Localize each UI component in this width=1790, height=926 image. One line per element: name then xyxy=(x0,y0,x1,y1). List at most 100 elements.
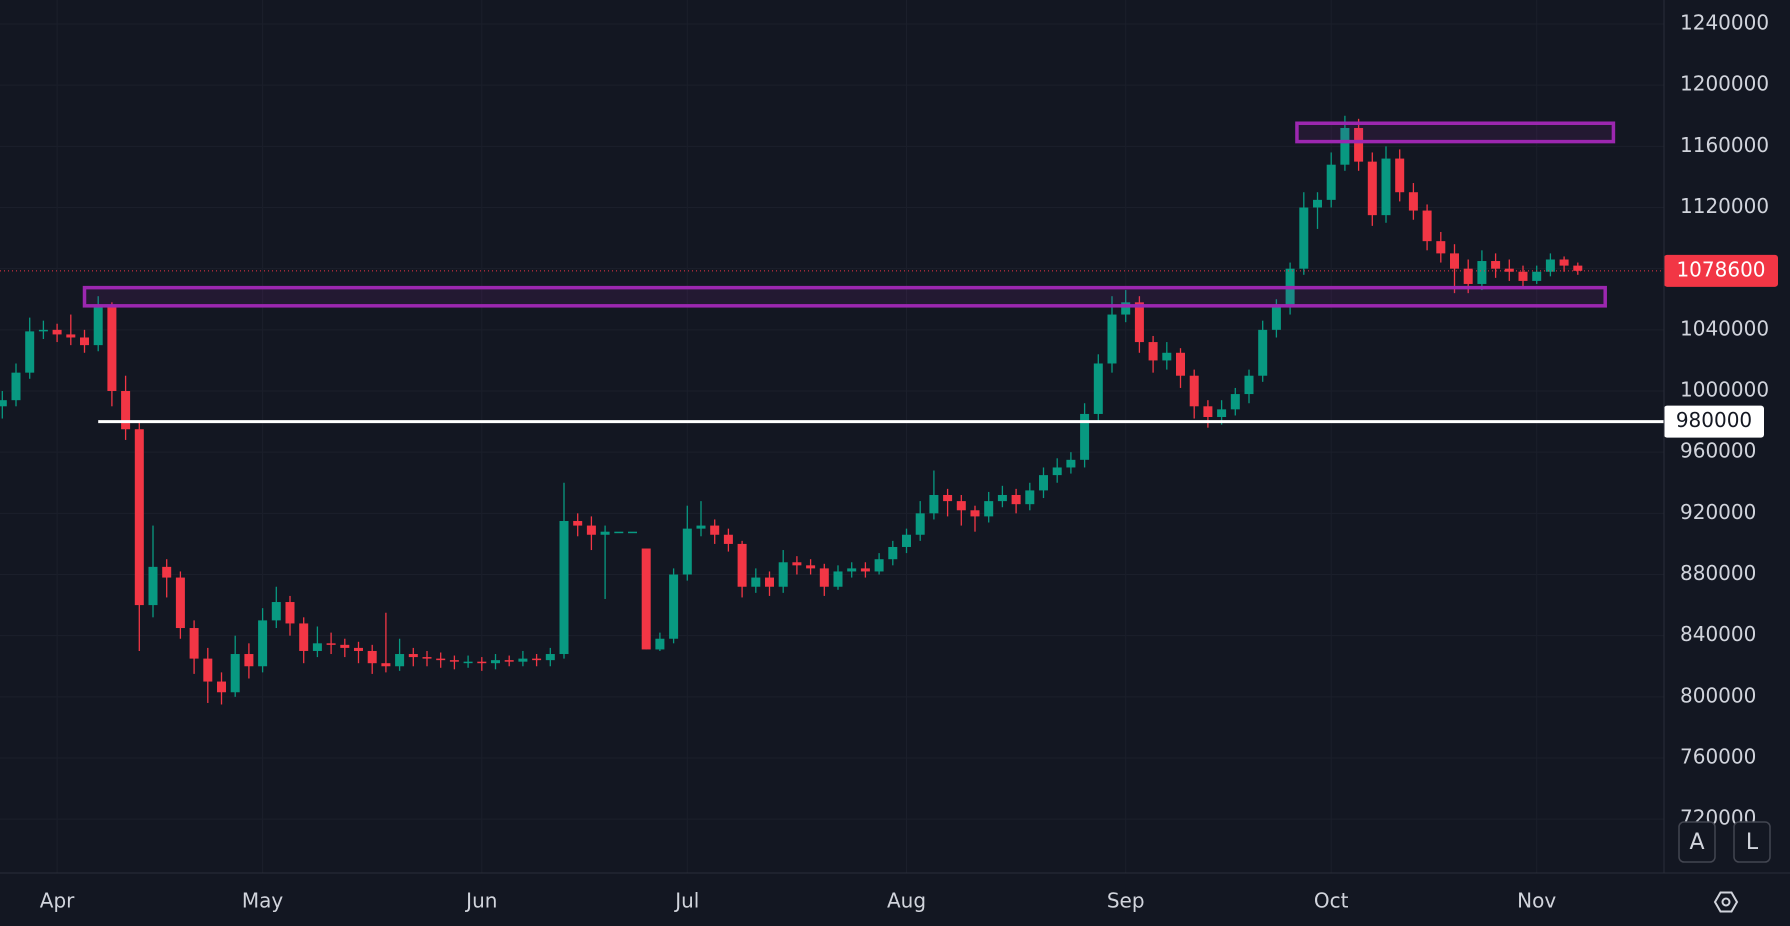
candle-body xyxy=(1313,199,1322,208)
x-tick-label: May xyxy=(242,889,284,913)
candle-body xyxy=(929,494,939,514)
candle-body xyxy=(984,501,994,517)
candle-body xyxy=(847,568,857,572)
candle-body xyxy=(833,571,843,587)
last-price-box xyxy=(1664,254,1778,287)
candle-body xyxy=(1121,302,1131,315)
candle-body xyxy=(1134,302,1144,343)
candle-body xyxy=(1093,363,1103,414)
candle-body xyxy=(600,531,610,535)
candle-body xyxy=(586,525,596,535)
candle-body xyxy=(1422,210,1432,242)
candle-body xyxy=(1354,127,1364,162)
settings-icon[interactable] xyxy=(1713,891,1739,913)
candle-body xyxy=(162,566,172,578)
candle-body xyxy=(1532,271,1542,281)
candle-body xyxy=(1271,306,1281,330)
candle-body xyxy=(449,660,459,662)
candle-body xyxy=(902,534,911,547)
candle-body xyxy=(491,660,500,664)
candle-body xyxy=(1340,127,1350,165)
candle-body xyxy=(1025,490,1035,505)
candle-body xyxy=(710,525,720,535)
candle-body xyxy=(504,660,514,662)
candle-body xyxy=(1367,161,1377,216)
candle-body xyxy=(203,658,213,682)
candle-body xyxy=(682,528,692,575)
candle-body xyxy=(80,337,89,346)
hline-price-box xyxy=(1664,405,1764,438)
candle-body xyxy=(1408,192,1418,211)
candle-body xyxy=(737,543,747,587)
candle-body xyxy=(1545,259,1555,272)
candle-body xyxy=(367,650,377,664)
candle-body xyxy=(1080,413,1090,460)
candle-body xyxy=(915,513,925,535)
candle-body xyxy=(669,574,679,639)
y-tick-label: 1240000 xyxy=(1680,11,1769,35)
candle-body xyxy=(545,654,555,661)
candle-body xyxy=(340,644,350,648)
x-tick-label: Aug xyxy=(887,889,926,913)
candle-body xyxy=(52,329,62,335)
x-tick-label: Oct xyxy=(1314,889,1349,913)
candle-body xyxy=(532,658,542,661)
scale-button-label: A xyxy=(1689,830,1704,855)
candle-body xyxy=(1176,352,1185,376)
candle-body xyxy=(175,577,185,629)
candle-body xyxy=(778,562,788,587)
candle-body xyxy=(970,510,980,517)
candle-body xyxy=(1573,265,1583,271)
candle-body xyxy=(765,577,774,587)
candle-body xyxy=(1395,158,1405,193)
x-tick-label: Jun xyxy=(464,889,497,913)
x-tick-label: Apr xyxy=(40,889,75,913)
candle-body xyxy=(641,548,651,650)
scale-button[interactable] xyxy=(1678,821,1716,863)
y-tick-label: 760000 xyxy=(1680,745,1756,769)
candle-body xyxy=(244,654,254,667)
candle-body xyxy=(1011,494,1021,505)
last-price-label: 1078600 xyxy=(1676,257,1765,281)
candle-body xyxy=(230,654,240,693)
candle-body xyxy=(1189,375,1199,407)
candle-body xyxy=(628,531,637,534)
y-tick-label: 1160000 xyxy=(1680,133,1769,157)
candle-body xyxy=(1518,271,1528,281)
candle-body xyxy=(107,306,117,392)
candle-body xyxy=(1381,158,1391,216)
candle-body xyxy=(1148,342,1158,361)
candle-body xyxy=(477,661,487,664)
candle-body xyxy=(874,559,884,572)
candle-body xyxy=(1326,164,1336,200)
scale-button[interactable] xyxy=(1733,821,1771,863)
y-tick-label: 1000000 xyxy=(1680,378,1769,402)
candle-body xyxy=(1203,406,1213,418)
candle-body xyxy=(997,494,1007,502)
candle-body xyxy=(189,628,199,659)
candle-body xyxy=(326,643,336,645)
x-tick-label: Sep xyxy=(1107,889,1145,913)
candle-body xyxy=(1230,394,1240,410)
candle-body xyxy=(792,562,802,566)
axes: 7200007600008000008400008800009200009600… xyxy=(40,11,1778,913)
candle-body xyxy=(408,654,418,658)
candle-body xyxy=(1039,475,1048,491)
candle-body xyxy=(1463,268,1473,284)
candle-body xyxy=(1066,459,1076,468)
candle-body xyxy=(888,546,898,560)
candle-body xyxy=(463,661,473,664)
candle-body xyxy=(134,429,144,606)
y-tick-label: 1040000 xyxy=(1680,316,1769,340)
candle-body xyxy=(1162,352,1172,361)
zone-box xyxy=(1295,121,1616,144)
y-tick-label: 1120000 xyxy=(1680,194,1769,218)
candle-body xyxy=(1052,467,1062,476)
candle-body xyxy=(422,657,432,659)
candle-body xyxy=(559,520,569,655)
candle-body xyxy=(751,577,761,587)
candle-body xyxy=(573,520,583,526)
candle-body xyxy=(696,525,706,529)
candle-body xyxy=(395,654,405,667)
